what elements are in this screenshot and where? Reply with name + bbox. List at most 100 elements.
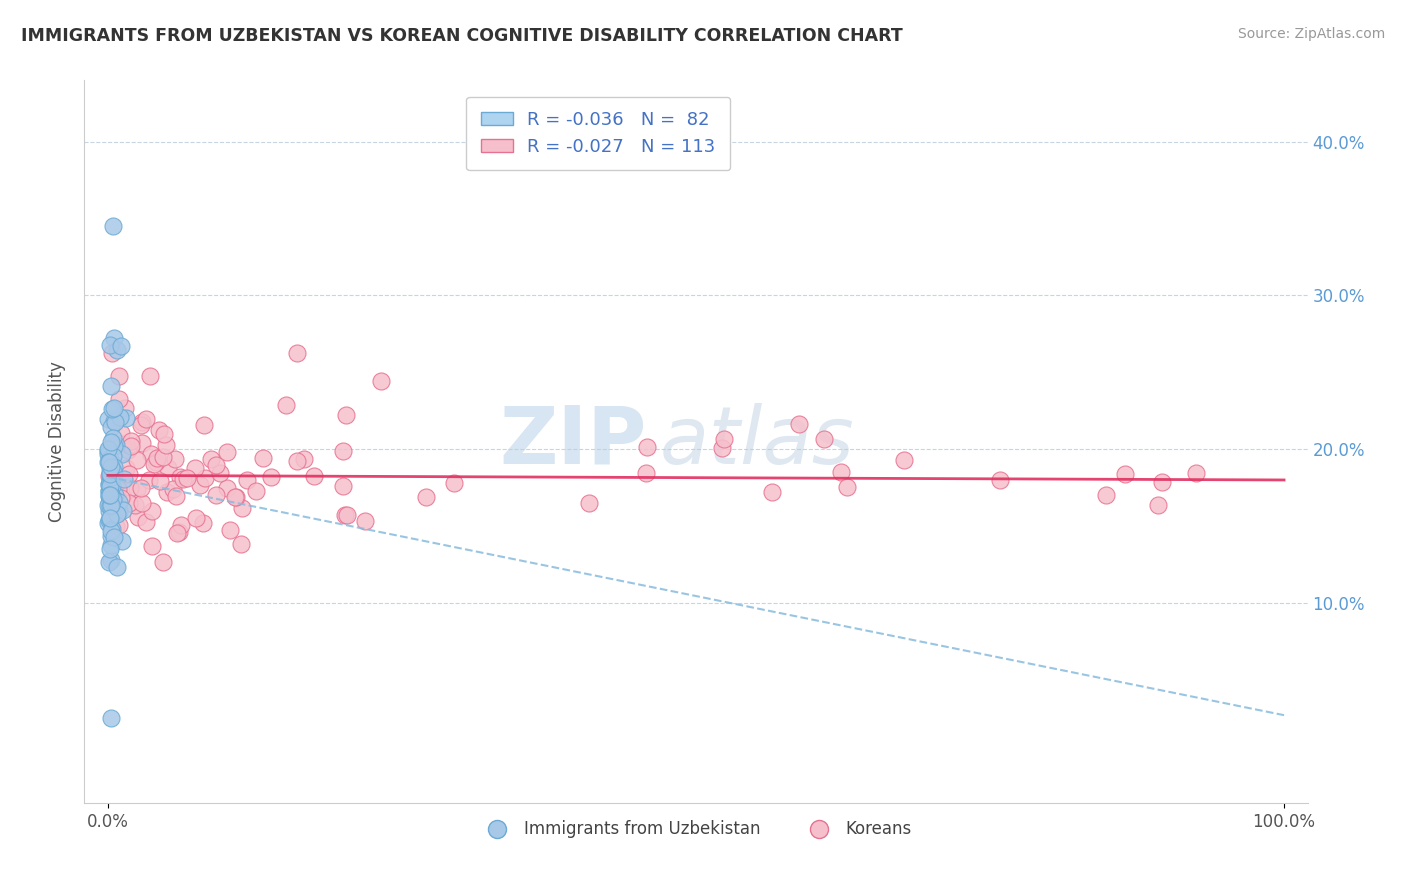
Point xyxy=(787,417,810,431)
Point xyxy=(110,491,132,505)
Point xyxy=(105,343,128,357)
Point xyxy=(143,457,166,471)
Point xyxy=(176,470,198,484)
Point xyxy=(578,496,600,510)
Point xyxy=(813,433,835,447)
Point xyxy=(101,523,124,537)
Point xyxy=(98,459,121,474)
Point xyxy=(97,411,120,425)
Point xyxy=(100,476,122,491)
Point xyxy=(101,402,124,417)
Point xyxy=(835,480,858,494)
Point xyxy=(105,507,128,521)
Point xyxy=(335,508,357,522)
Point xyxy=(131,436,153,450)
Point xyxy=(129,482,152,496)
Point xyxy=(100,477,122,491)
Point xyxy=(98,467,121,481)
Point xyxy=(97,504,120,518)
Point xyxy=(252,450,274,465)
Point xyxy=(114,401,136,416)
Point xyxy=(149,474,172,488)
Point xyxy=(274,398,297,412)
Point xyxy=(127,453,149,467)
Point xyxy=(224,490,246,504)
Point xyxy=(98,463,121,477)
Point xyxy=(105,560,128,574)
Point xyxy=(97,516,120,530)
Point xyxy=(169,469,191,483)
Point xyxy=(98,451,121,466)
Point xyxy=(231,500,253,515)
Point xyxy=(108,369,131,384)
Point xyxy=(98,455,121,469)
Point xyxy=(111,447,134,461)
Point xyxy=(131,418,153,433)
Point xyxy=(184,511,207,525)
Point xyxy=(98,488,121,502)
Point xyxy=(713,432,735,446)
Point xyxy=(110,339,132,353)
Point xyxy=(101,491,124,505)
Point xyxy=(117,443,139,458)
Point xyxy=(163,451,186,466)
Point xyxy=(205,458,228,472)
Point xyxy=(443,475,465,490)
Point xyxy=(761,485,783,500)
Point xyxy=(98,496,121,510)
Text: atlas: atlas xyxy=(659,402,853,481)
Point xyxy=(103,414,125,428)
Point xyxy=(285,453,308,467)
Point xyxy=(146,450,169,465)
Point xyxy=(98,476,121,491)
Point xyxy=(100,479,122,493)
Point xyxy=(112,472,135,486)
Point xyxy=(100,498,122,512)
Point xyxy=(98,469,121,483)
Point xyxy=(127,510,149,524)
Point xyxy=(1150,475,1173,489)
Point xyxy=(332,479,354,493)
Point xyxy=(219,523,242,537)
Point xyxy=(157,461,180,475)
Point xyxy=(153,426,176,441)
Point xyxy=(101,449,124,463)
Point xyxy=(98,338,121,352)
Point xyxy=(97,488,120,502)
Point xyxy=(100,552,122,566)
Text: ZIP: ZIP xyxy=(499,402,647,481)
Point xyxy=(104,476,127,491)
Point xyxy=(97,455,120,469)
Point xyxy=(1185,467,1208,481)
Point xyxy=(107,482,129,496)
Point xyxy=(155,438,177,452)
Point xyxy=(104,488,127,502)
Legend: Immigrants from Uzbekistan, Koreans: Immigrants from Uzbekistan, Koreans xyxy=(474,814,918,845)
Point xyxy=(105,500,128,515)
Point xyxy=(165,489,187,503)
Point xyxy=(100,711,122,725)
Text: Source: ZipAtlas.com: Source: ZipAtlas.com xyxy=(1237,27,1385,41)
Point xyxy=(148,424,170,438)
Point xyxy=(103,460,125,475)
Point xyxy=(124,498,146,512)
Point xyxy=(98,499,121,513)
Point xyxy=(100,434,122,449)
Point xyxy=(103,468,125,483)
Point xyxy=(172,472,194,486)
Point xyxy=(191,516,214,530)
Point xyxy=(131,415,153,429)
Point xyxy=(135,411,157,425)
Point xyxy=(353,514,375,528)
Point xyxy=(115,461,138,475)
Point xyxy=(235,474,257,488)
Point xyxy=(370,374,392,388)
Point xyxy=(711,442,734,456)
Point xyxy=(152,450,174,464)
Point xyxy=(139,447,162,461)
Point xyxy=(225,490,247,504)
Point xyxy=(110,426,132,441)
Point xyxy=(1114,467,1136,481)
Point xyxy=(139,368,162,383)
Point xyxy=(100,529,122,543)
